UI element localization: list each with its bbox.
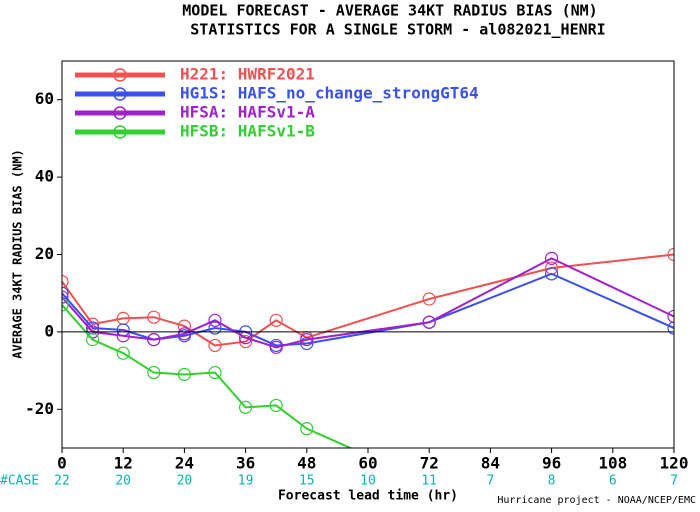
legend-label: H221: HWRF2021	[180, 65, 315, 84]
series-marker	[62, 286, 69, 300]
series-marker	[62, 298, 69, 312]
x-tick-label: 48	[297, 454, 316, 473]
x-tick-label: 84	[481, 454, 500, 473]
series-marker	[116, 346, 130, 360]
x-axis-label: Forecast lead time (hr)	[278, 489, 458, 504]
series-marker	[208, 365, 222, 380]
x-tick-label: 96	[542, 454, 561, 473]
legend-marker	[113, 68, 127, 82]
series-marker	[269, 340, 283, 354]
case-count: 6	[609, 474, 617, 489]
series-marker	[422, 315, 436, 329]
x-tick-label: 24	[175, 454, 194, 473]
x-tick-label: 108	[598, 454, 627, 473]
series-marker	[177, 327, 191, 341]
x-tick-label: 120	[660, 454, 689, 473]
y-tick-label: 40	[35, 167, 54, 186]
case-count: 11	[421, 474, 437, 489]
series-marker	[208, 321, 222, 335]
case-count: 20	[177, 474, 193, 489]
series-line	[62, 304, 353, 448]
case-count: 7	[486, 474, 494, 489]
series-marker	[208, 338, 222, 353]
y-tick-label: 60	[35, 89, 54, 108]
series-marker	[239, 400, 253, 414]
legend-marker	[113, 106, 127, 120]
plot-area	[62, 247, 674, 448]
x-tick-label: 36	[236, 454, 255, 473]
series-line	[62, 272, 674, 347]
chart-subtitle: STATISTICS FOR A SINGLE STORM - al082021…	[190, 21, 605, 39]
series-marker	[422, 292, 436, 306]
series-marker	[269, 398, 283, 413]
x-tick-label: 72	[420, 454, 439, 473]
legend-marker	[113, 87, 127, 101]
series-marker	[300, 333, 314, 347]
legend-label: HFSB: HAFSv1-B	[180, 122, 315, 141]
series-marker	[667, 309, 674, 324]
series-marker	[208, 313, 222, 327]
case-count: 22	[54, 474, 70, 489]
series-marker	[116, 329, 130, 343]
x-tick-label: 12	[114, 454, 133, 473]
series-marker	[62, 290, 69, 304]
case-label: #CASE	[0, 474, 39, 489]
case-count: 19	[238, 474, 254, 489]
case-count: 20	[115, 474, 131, 489]
legend-label: HFSA: HAFSv1-A	[180, 103, 315, 122]
y-tick-label: 20	[35, 244, 54, 263]
series-marker	[667, 247, 674, 262]
series-line	[62, 257, 674, 349]
y-tick-label: -20	[25, 399, 54, 418]
case-count: 10	[360, 474, 376, 489]
legend-marker	[113, 125, 127, 139]
series-marker	[544, 267, 559, 281]
series-marker	[62, 274, 69, 289]
plot-frame	[61, 60, 675, 449]
series-marker	[239, 334, 253, 349]
case-count: 15	[299, 474, 315, 489]
chart-title: MODEL FORECAST - AVERAGE 34KT RADIUS BIA…	[182, 2, 597, 20]
footer: Hurricane project - NOAA/NCEP/EMC	[497, 495, 696, 506]
y-axis-label: AVERAGE 34KT RADIUS BIAS (NM)	[11, 149, 25, 359]
series-marker	[177, 367, 191, 382]
case-count: 8	[548, 474, 556, 489]
series-marker	[544, 251, 559, 265]
case-count: 7	[670, 474, 678, 489]
series-marker	[147, 365, 161, 380]
series-marker	[269, 313, 283, 327]
x-tick-label: 60	[358, 454, 377, 473]
series-marker	[300, 422, 314, 436]
legend-label: HG1S: HAFS_no_change_strongGT64	[180, 84, 479, 103]
x-tick-label: 0	[57, 454, 67, 473]
series-marker	[300, 336, 314, 351]
series-line	[62, 253, 674, 347]
series-marker	[667, 321, 674, 335]
series-marker	[147, 333, 161, 347]
y-tick-label: 0	[44, 321, 54, 340]
series-marker	[147, 310, 161, 324]
series-marker	[85, 333, 100, 347]
